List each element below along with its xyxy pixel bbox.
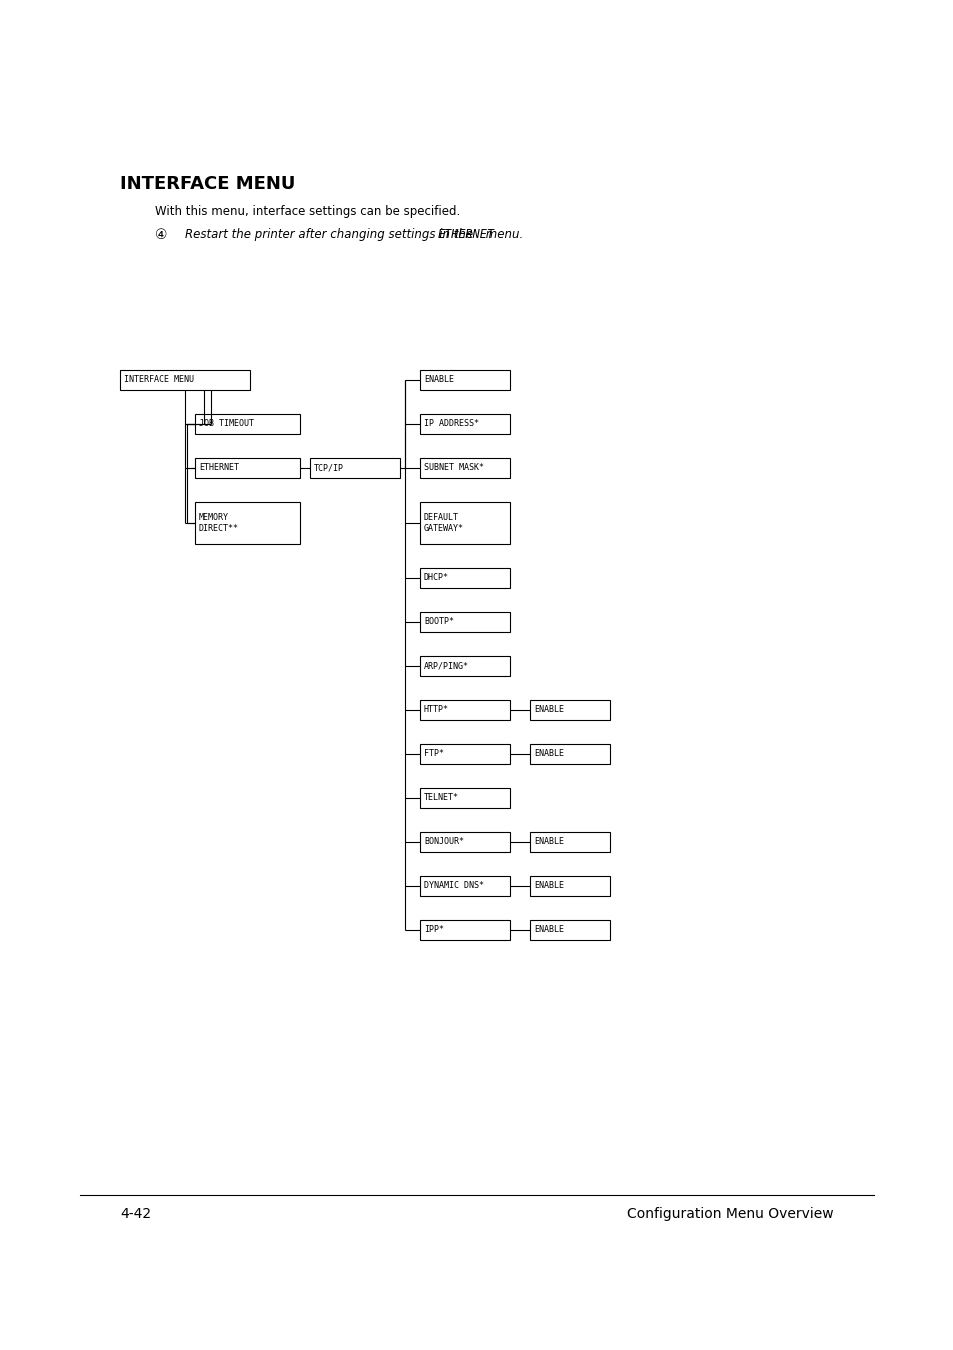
Bar <box>419 568 510 589</box>
Text: Restart the printer after changing settings in the: Restart the printer after changing setti… <box>185 228 476 242</box>
Bar <box>530 744 609 764</box>
Bar <box>194 458 299 478</box>
Text: DEFAULT
GATEWAY*: DEFAULT GATEWAY* <box>423 513 463 533</box>
Text: ENABLE: ENABLE <box>534 882 563 891</box>
Bar <box>530 876 609 896</box>
Text: Configuration Menu Overview: Configuration Menu Overview <box>627 1207 833 1220</box>
Text: ENABLE: ENABLE <box>534 749 563 759</box>
Bar <box>419 788 510 809</box>
Text: 4-42: 4-42 <box>120 1207 151 1220</box>
Text: DYNAMIC DNS*: DYNAMIC DNS* <box>423 882 483 891</box>
Text: HTTP*: HTTP* <box>423 706 449 714</box>
Text: With this menu, interface settings can be specified.: With this menu, interface settings can b… <box>154 205 459 217</box>
Bar <box>419 370 510 390</box>
Bar <box>419 656 510 676</box>
Text: BONJOUR*: BONJOUR* <box>423 837 463 846</box>
Bar <box>530 919 609 940</box>
Text: DHCP*: DHCP* <box>423 574 449 582</box>
Bar <box>419 701 510 720</box>
Text: INTERFACE MENU: INTERFACE MENU <box>124 375 193 385</box>
Text: ENABLE: ENABLE <box>534 837 563 846</box>
Bar <box>310 458 399 478</box>
Text: ARP/PING*: ARP/PING* <box>423 662 469 671</box>
Bar <box>419 832 510 852</box>
Bar <box>419 458 510 478</box>
Text: SUBNET MASK*: SUBNET MASK* <box>423 463 483 472</box>
Bar <box>530 832 609 852</box>
Text: menu.: menu. <box>482 228 523 242</box>
Text: FTP*: FTP* <box>423 749 443 759</box>
Bar <box>120 370 250 390</box>
Text: IPP*: IPP* <box>423 926 443 934</box>
Text: ENABLE: ENABLE <box>423 375 454 385</box>
Bar <box>419 744 510 764</box>
Bar <box>194 502 299 544</box>
Text: TELNET*: TELNET* <box>423 794 458 802</box>
Text: ENABLE: ENABLE <box>534 706 563 714</box>
Text: ETHERNET: ETHERNET <box>437 228 494 242</box>
Bar <box>530 701 609 720</box>
Bar <box>419 414 510 433</box>
Text: BOOTP*: BOOTP* <box>423 617 454 626</box>
Bar <box>194 414 299 433</box>
Text: JOB TIMEOUT: JOB TIMEOUT <box>199 420 253 428</box>
Bar <box>419 502 510 544</box>
Text: INTERFACE MENU: INTERFACE MENU <box>120 176 295 193</box>
Text: ENABLE: ENABLE <box>534 926 563 934</box>
Bar <box>419 919 510 940</box>
Text: ④: ④ <box>154 228 168 242</box>
Text: MEMORY
DIRECT**: MEMORY DIRECT** <box>199 513 239 533</box>
Text: ETHERNET: ETHERNET <box>199 463 239 472</box>
Bar <box>419 612 510 632</box>
Text: IP ADDRESS*: IP ADDRESS* <box>423 420 478 428</box>
Text: TCP/IP: TCP/IP <box>314 463 344 472</box>
Bar <box>419 876 510 896</box>
